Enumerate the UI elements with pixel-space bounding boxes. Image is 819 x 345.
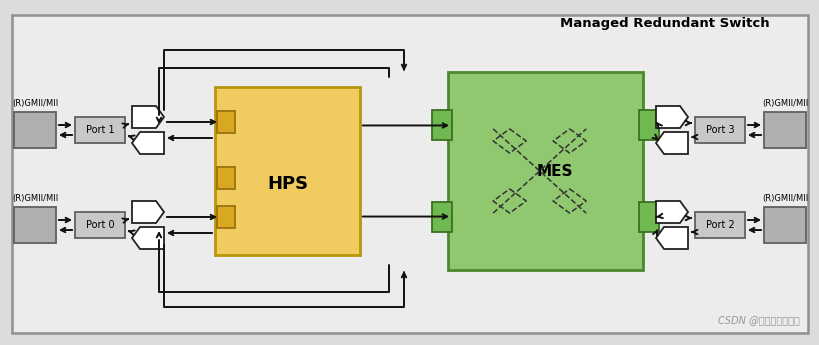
Bar bbox=[215, 87, 360, 255]
Text: CSDN @虹科智能自动化: CSDN @虹科智能自动化 bbox=[717, 315, 799, 325]
Bar bbox=[217, 206, 235, 228]
Bar bbox=[14, 112, 56, 148]
Text: Managed Redundant Switch: Managed Redundant Switch bbox=[559, 17, 769, 30]
Text: HPS: HPS bbox=[267, 176, 308, 194]
Bar bbox=[447, 72, 642, 270]
Text: (R)GMII/MII: (R)GMII/MII bbox=[11, 99, 58, 108]
Polygon shape bbox=[132, 201, 164, 223]
Polygon shape bbox=[655, 132, 687, 154]
Text: Port 1: Port 1 bbox=[85, 125, 114, 135]
Bar bbox=[14, 207, 56, 243]
Bar bbox=[638, 201, 658, 231]
Polygon shape bbox=[132, 106, 164, 128]
Polygon shape bbox=[132, 227, 164, 249]
Bar bbox=[75, 117, 124, 143]
Polygon shape bbox=[655, 106, 687, 128]
Text: Port 3: Port 3 bbox=[705, 125, 734, 135]
Polygon shape bbox=[655, 201, 687, 223]
Polygon shape bbox=[132, 132, 164, 154]
Bar bbox=[75, 212, 124, 238]
Bar bbox=[432, 201, 451, 231]
Bar bbox=[217, 167, 235, 188]
Text: (R)GMII/MII: (R)GMII/MII bbox=[761, 194, 808, 203]
Bar bbox=[217, 111, 235, 133]
Bar bbox=[695, 212, 744, 238]
Bar bbox=[638, 110, 658, 140]
Polygon shape bbox=[655, 227, 687, 249]
Bar bbox=[763, 112, 805, 148]
Text: (R)GMII/MII: (R)GMII/MII bbox=[761, 99, 808, 108]
Bar bbox=[695, 117, 744, 143]
Text: MES: MES bbox=[536, 164, 572, 178]
Text: (R)GMII/MII: (R)GMII/MII bbox=[11, 194, 58, 203]
Text: Port 2: Port 2 bbox=[705, 220, 734, 230]
Bar bbox=[432, 110, 451, 140]
Bar bbox=[763, 207, 805, 243]
Text: Port 0: Port 0 bbox=[85, 220, 114, 230]
